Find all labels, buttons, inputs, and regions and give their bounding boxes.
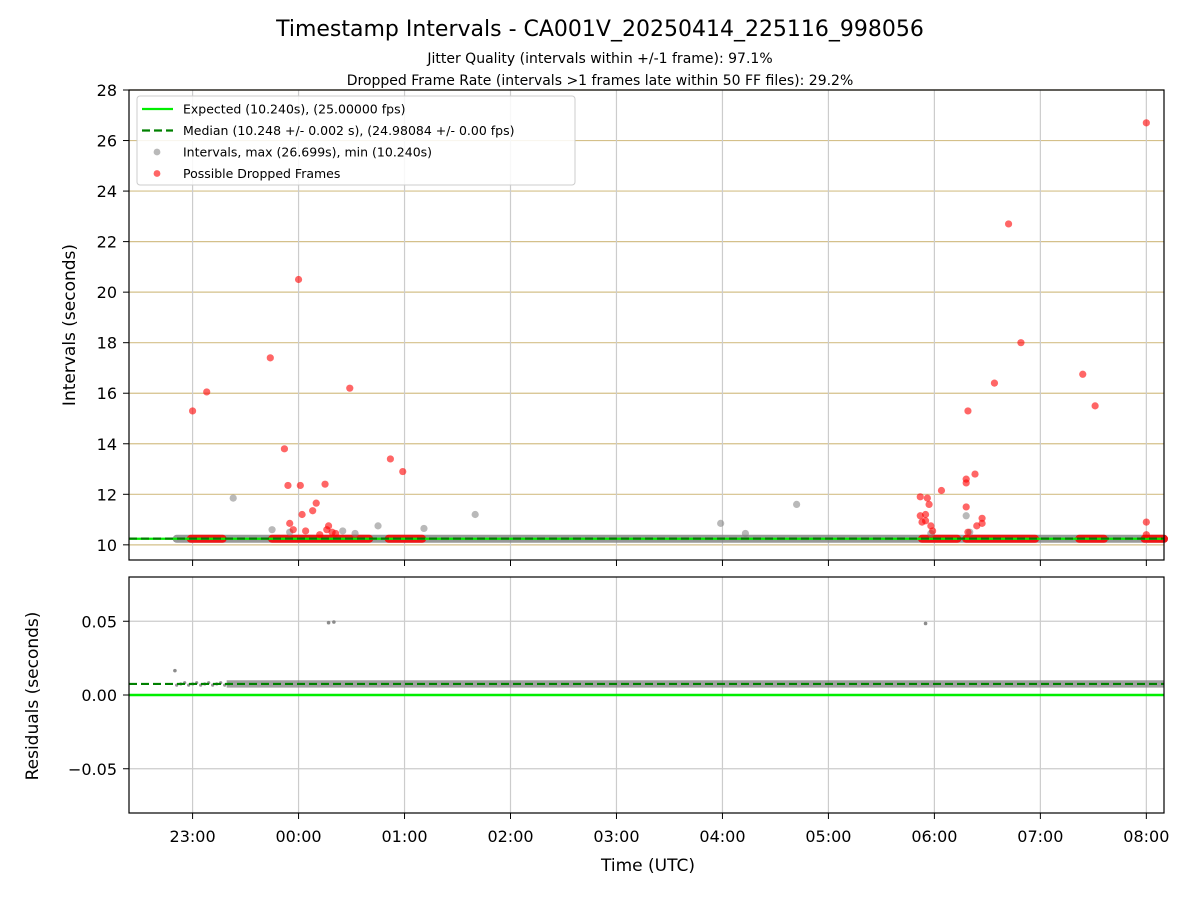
top-y-tick-label: 20	[97, 283, 117, 302]
dropped-frame-point	[964, 407, 972, 415]
interval-point	[741, 529, 750, 538]
x-tick-label: 06:00	[911, 827, 957, 846]
legend-intervals-swatch	[153, 148, 161, 156]
dropped-frame-point	[1017, 339, 1025, 347]
interval-point	[374, 522, 382, 530]
chart-subtitle-jitter: Jitter Quality (intervals within +/-1 fr…	[426, 51, 772, 67]
dropped-frame-point	[1091, 402, 1099, 410]
x-tick-label: 05:00	[805, 827, 851, 846]
x-tick-label: 23:00	[170, 827, 216, 846]
dropped-frame-point	[296, 481, 304, 490]
dropped-frame-point	[923, 494, 931, 502]
x-tick-label: 07:00	[1017, 827, 1063, 846]
top-y-tick-label: 16	[97, 384, 117, 403]
x-tick-label: 03:00	[593, 827, 639, 846]
dropped-frame-point	[203, 388, 211, 396]
dropped-frame-point	[916, 493, 924, 501]
dropped-frame-point	[294, 275, 303, 284]
dropped-frame-point	[386, 455, 394, 463]
bottom-y-tick-label: 0.05	[81, 612, 117, 631]
top-y-tick-label: 14	[97, 435, 117, 454]
top-y-tick-label: 26	[97, 132, 117, 151]
dropped-frame-point	[1142, 518, 1150, 526]
top-y-tick-label: 18	[97, 334, 117, 353]
dropped-frame-point	[978, 519, 986, 527]
dropped-frame-point	[921, 510, 930, 519]
interval-point	[420, 524, 428, 533]
bottom-y-tick-label: 0.00	[81, 686, 117, 705]
dropped-frame-point	[962, 503, 970, 511]
x-tick-label: 02:00	[487, 827, 533, 846]
dropped-frame-point	[332, 529, 340, 538]
dropped-frame-point	[1079, 370, 1087, 378]
interval-point	[717, 519, 725, 527]
bottom-y-axis-label: Residuals (seconds)	[23, 612, 43, 781]
interval-point	[351, 529, 359, 538]
interval-point	[268, 526, 276, 534]
dropped-frame-point	[921, 517, 930, 525]
dropped-frame-point	[316, 531, 324, 539]
dropped-frame-point	[990, 379, 999, 387]
dropped-frame-point	[302, 527, 310, 535]
dropped-frame-point	[971, 470, 979, 478]
top-y-tick-label: 22	[97, 233, 117, 252]
dropped-frame-point	[266, 354, 274, 362]
chart-subtitle-dropped: Dropped Frame Rate (intervals >1 frames …	[347, 73, 854, 89]
dropped-frame-point	[312, 499, 320, 507]
dropped-frame-point	[978, 514, 986, 522]
interval-point	[339, 527, 347, 535]
dropped-frame-point	[962, 479, 970, 487]
legend-entry: Expected (10.240s), (25.00000 fps)	[183, 102, 405, 117]
legend-dropped-swatch	[153, 170, 161, 177]
interval-point	[793, 500, 801, 509]
dropped-frame-point	[1142, 119, 1150, 127]
legend-entry: Possible Dropped Frames	[183, 166, 340, 181]
top-y-tick-label: 12	[97, 485, 117, 504]
dropped-frame-point	[309, 507, 317, 515]
top-y-tick-label: 10	[97, 536, 117, 555]
dropped-frame-point	[929, 527, 937, 535]
residual-outlier-point	[173, 668, 177, 673]
dropped-frame-point	[399, 467, 407, 476]
dropped-frame-point	[1004, 220, 1013, 228]
x-tick-label: 00:00	[276, 827, 322, 846]
dropped-frame-point	[346, 384, 354, 392]
legend-entry: Median (10.248 +/- 0.002 s), (24.98084 +…	[183, 123, 514, 138]
x-tick-label: 08:00	[1123, 827, 1169, 846]
top-y-axis-label: Intervals (seconds)	[60, 244, 80, 406]
x-tick-label: 01:00	[381, 827, 427, 846]
dropped-frame-point	[188, 407, 197, 415]
top-plot-frame	[128, 89, 1165, 561]
dropped-frame-point	[289, 526, 297, 534]
dropped-frame-point	[925, 500, 933, 509]
residual-outlier-point	[923, 621, 928, 626]
dropped-frame-point	[937, 486, 946, 495]
dropped-frame-point	[1142, 531, 1150, 539]
bottom-y-tick-label: −0.05	[68, 760, 117, 779]
interval-point	[471, 510, 479, 519]
dropped-frame-point	[964, 528, 972, 536]
chart-title: Timestamp Intervals - CA001V_20250414_22…	[275, 17, 924, 42]
residual-outlier-point	[332, 620, 336, 624]
interval-point	[962, 512, 970, 520]
dropped-frame-point	[286, 519, 294, 527]
x-tick-label: 04:00	[699, 827, 745, 846]
bottom-plot-frame	[128, 576, 1165, 814]
dropped-frame-point	[298, 510, 306, 519]
legend-entry: Intervals, max (26.699s), min (10.240s)	[183, 145, 432, 160]
x-axis-label: Time (UTC)	[600, 856, 695, 876]
top-y-tick-label: 28	[97, 81, 117, 100]
dropped-frame-point	[284, 481, 292, 490]
dropped-frame-point	[280, 445, 289, 453]
dropped-frame-point	[324, 522, 333, 530]
top-y-tick-label: 24	[97, 182, 117, 201]
residual-outlier-point	[326, 620, 331, 625]
legend-box	[136, 95, 576, 186]
dropped-frame-point	[321, 480, 329, 488]
interval-point	[229, 494, 237, 502]
